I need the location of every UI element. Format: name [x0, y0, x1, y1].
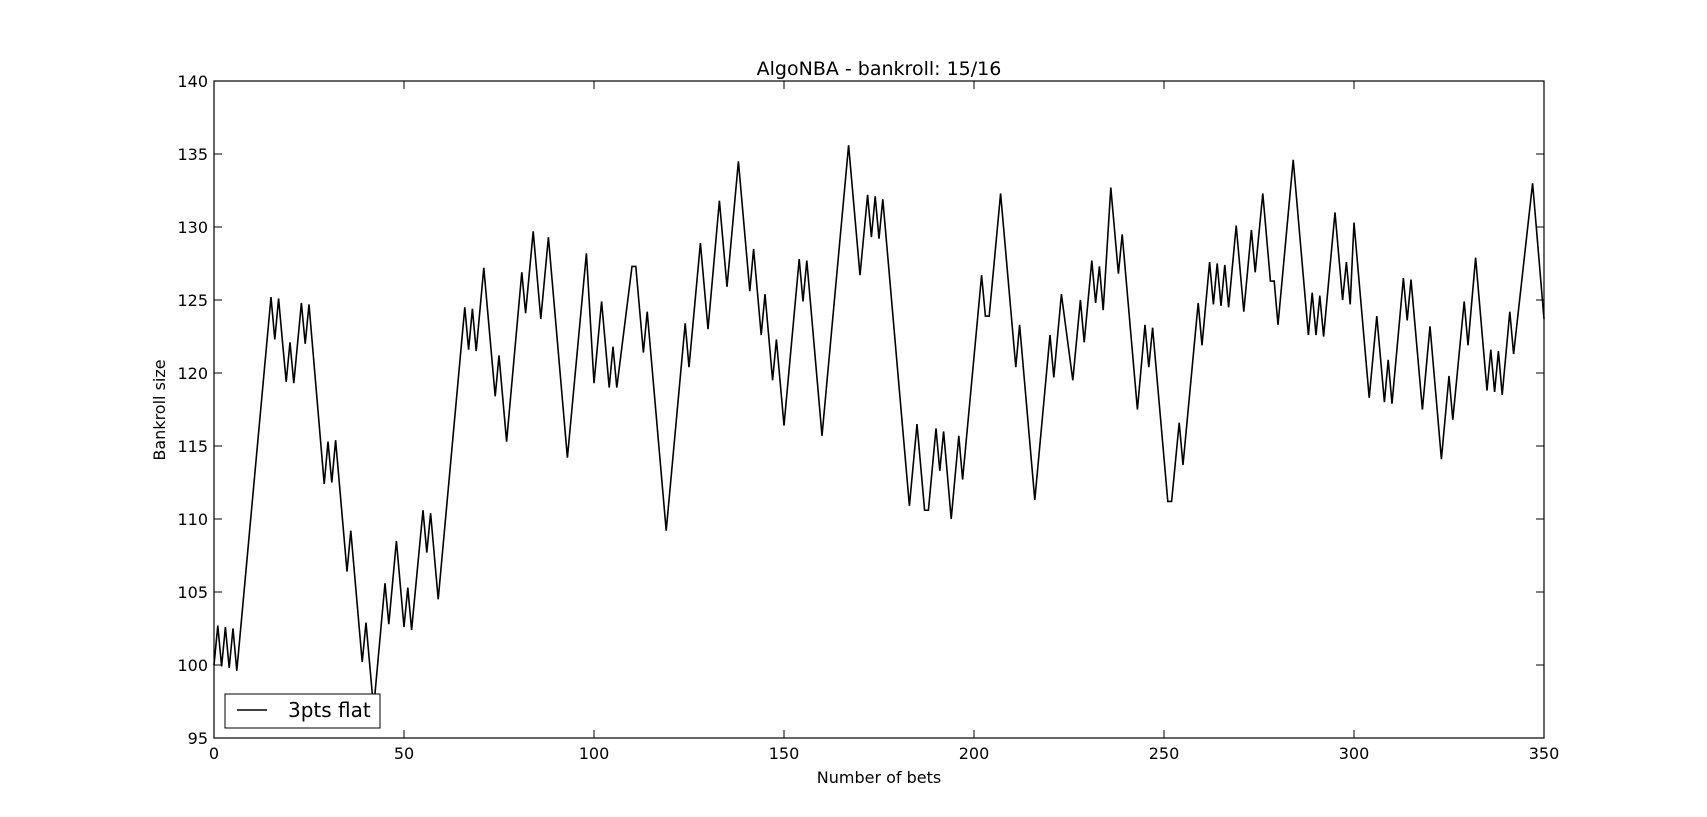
x-axis-label: Number of bets [817, 768, 941, 787]
y-tick-label: 100 [177, 656, 208, 675]
plot-background [214, 81, 1544, 738]
x-tick-label: 200 [959, 744, 990, 763]
y-tick-label: 120 [177, 364, 208, 383]
legend-box [224, 693, 381, 729]
x-tick-label: 250 [1149, 744, 1180, 763]
y-tick-label: 95 [188, 729, 208, 748]
axis-tick-labels: 0 50 100 150 200 250 300 350 95 100 105 110 115 120 12… [177, 72, 1559, 763]
x-tick-label: 100 [579, 744, 610, 763]
y-tick-label: 115 [177, 437, 208, 456]
y-tick-label: 140 [177, 72, 208, 91]
y-tick-label: 125 [177, 291, 208, 310]
chart-title: AlgoNBA - bankroll: 15/16 [757, 58, 1002, 80]
y-tick-label: 105 [177, 583, 208, 602]
x-tick-label: 350 [1529, 744, 1560, 763]
series-line-3pts-flat [213, 145, 1545, 709]
legend: 3pts flat [224, 693, 381, 729]
plot-frame [213, 80, 1545, 739]
x-tick-label: 150 [769, 744, 800, 763]
y-tick-label: 110 [177, 510, 208, 529]
x-tick-label: 0 [209, 744, 219, 763]
x-tick-label: 300 [1339, 744, 1370, 763]
x-tick-label: 50 [394, 744, 414, 763]
y-tick-label: 135 [177, 145, 208, 164]
legend-label: 3pts flat [288, 698, 371, 722]
y-tick-label: 130 [177, 218, 208, 237]
y-axis-label: Bankroll size [150, 359, 169, 460]
